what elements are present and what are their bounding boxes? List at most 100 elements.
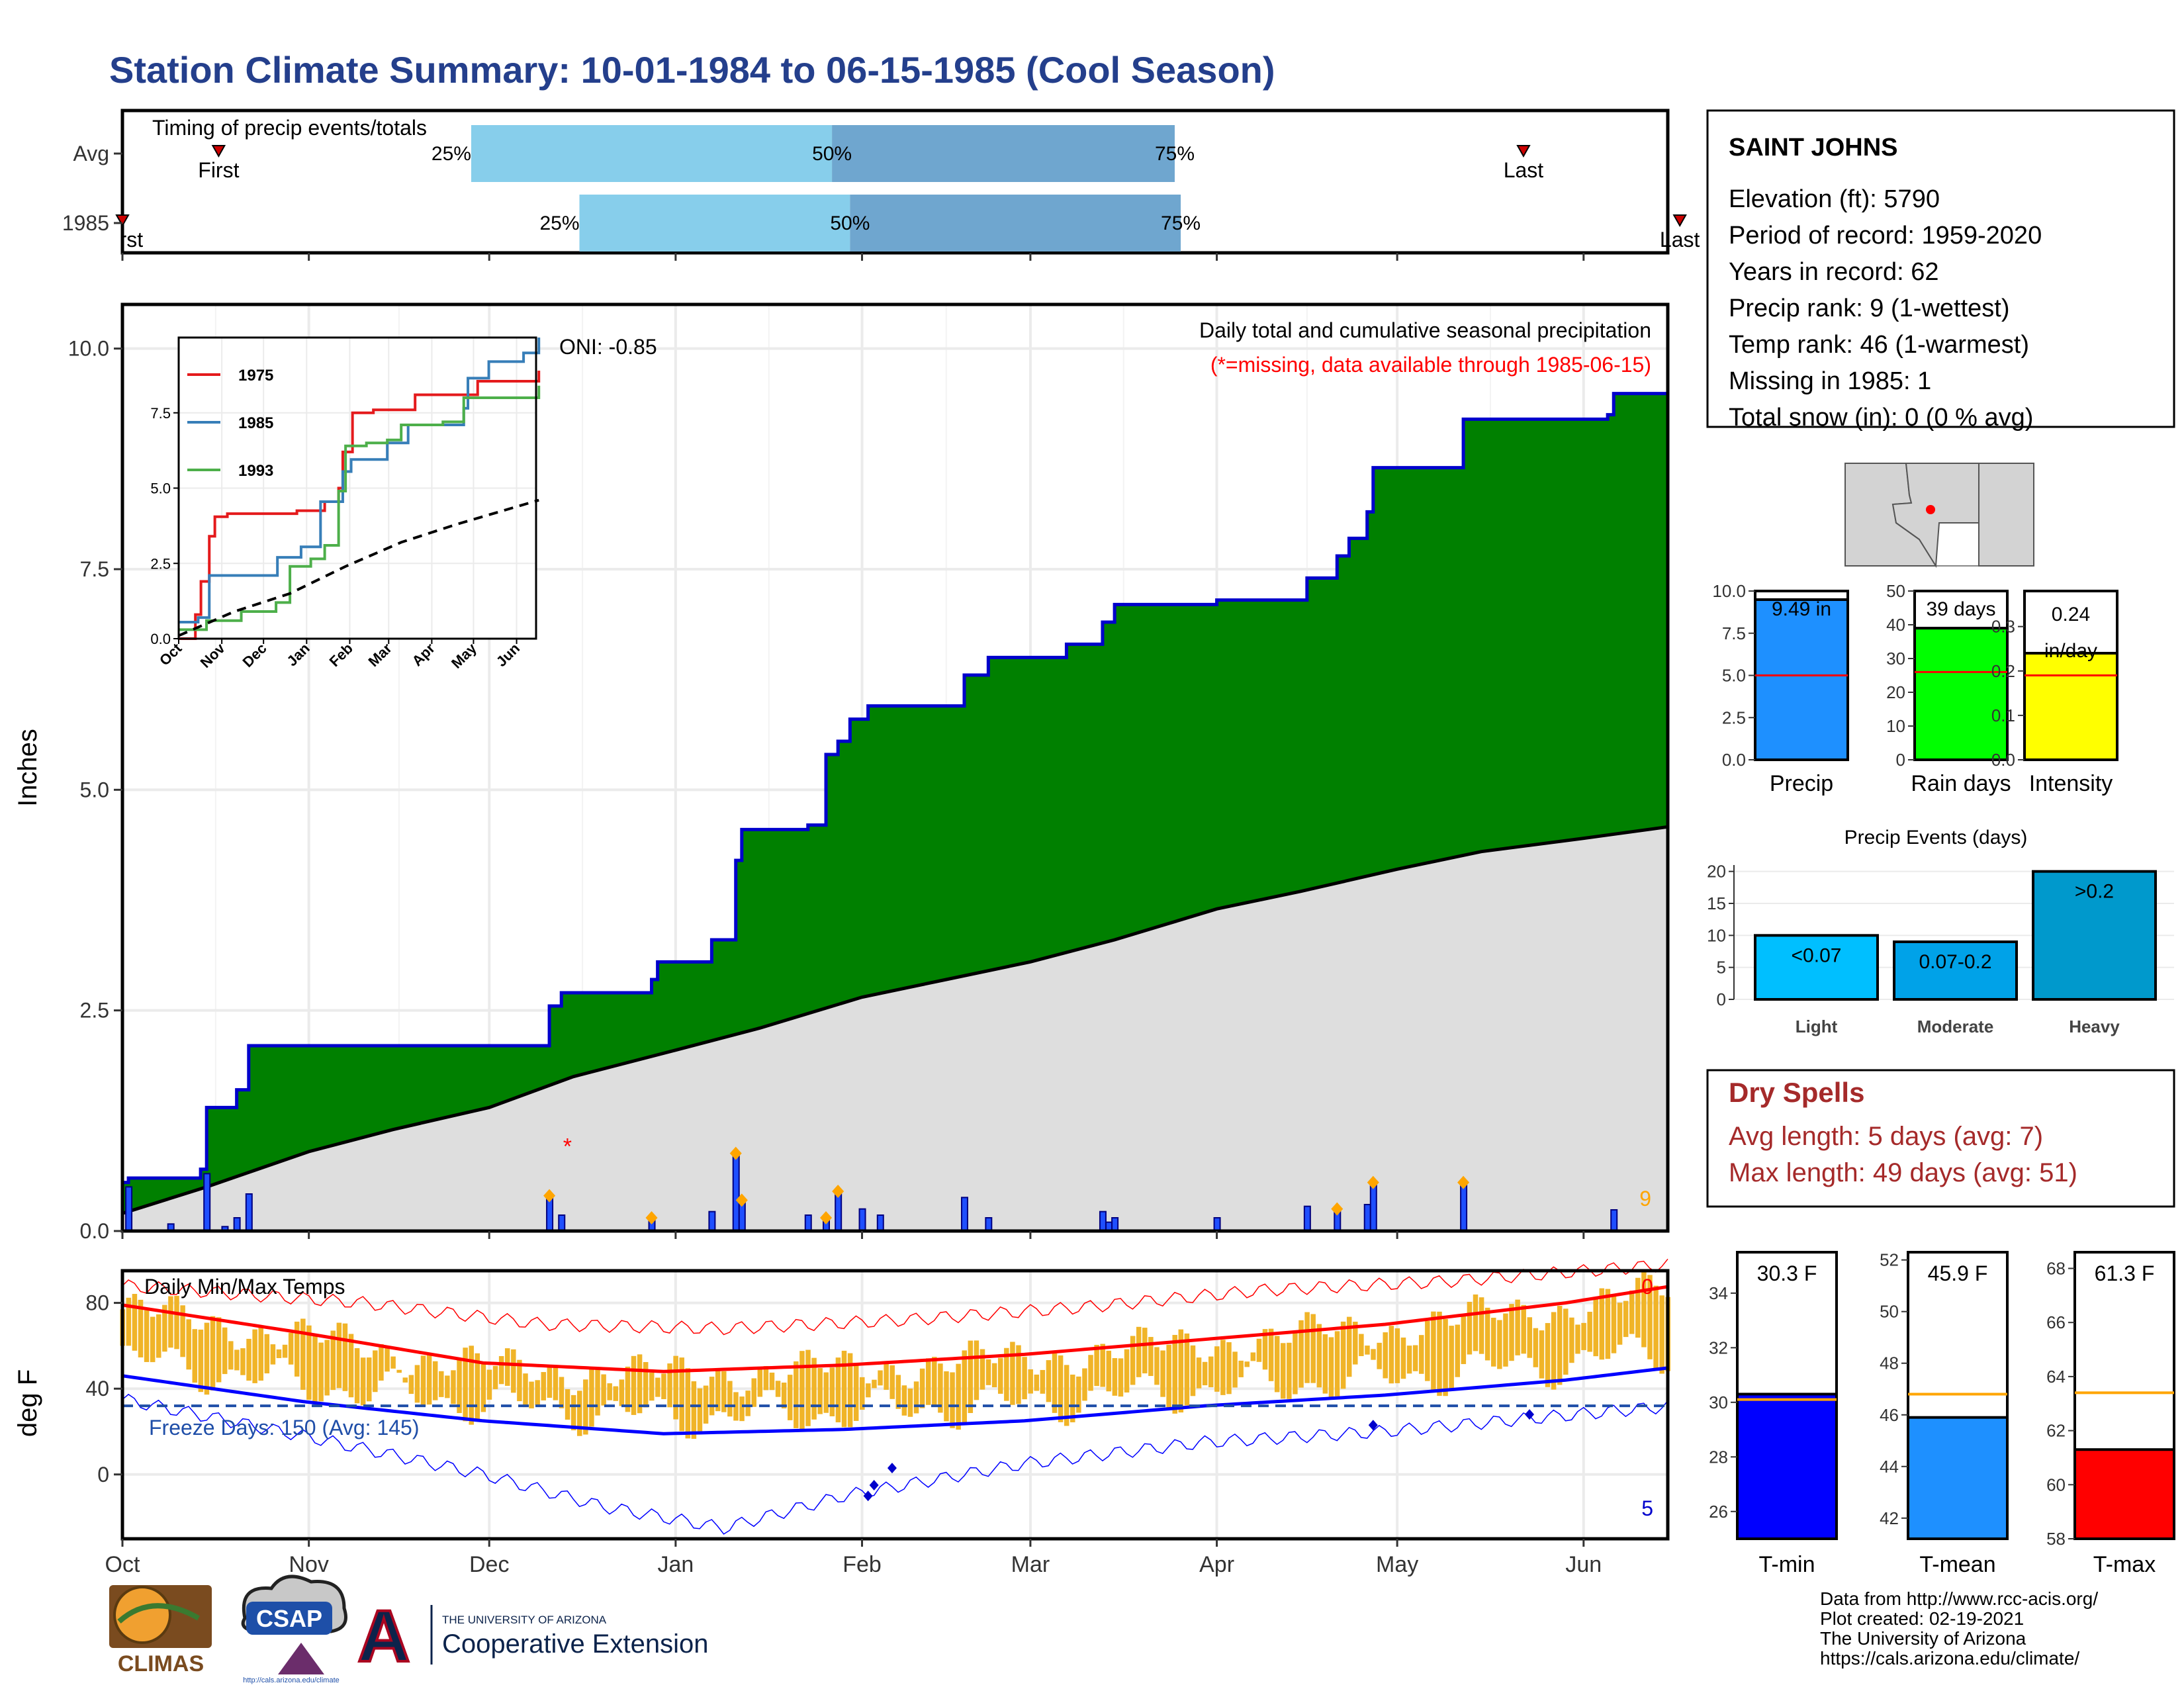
footer-credits: Data from http://www.rcc-acis.org/ Plot … bbox=[1820, 1588, 2098, 1668]
dry-spells-max: Max length: 49 days (avg: 51) bbox=[1729, 1158, 2077, 1187]
daily-temp-bar bbox=[1094, 1344, 1099, 1387]
daily-temp-bar bbox=[367, 1357, 372, 1402]
precip-event-bar-Heavy bbox=[2032, 870, 2157, 1001]
daily-temp-bar bbox=[1383, 1332, 1388, 1379]
daily-temp-bar bbox=[799, 1351, 805, 1430]
daily-temp-bar bbox=[180, 1305, 185, 1357]
daily-temp-bar bbox=[1106, 1350, 1112, 1392]
daily-temp-bar bbox=[974, 1340, 979, 1400]
timing-last-label-Avg: Last bbox=[1504, 158, 1544, 182]
temp-summary-bar-T-max bbox=[2073, 1448, 2175, 1540]
precip-y-tick-label: 10.0 bbox=[68, 337, 109, 361]
precip-event-category: Light bbox=[1796, 1017, 1838, 1036]
ua-logo-bottom-text: Cooperative Extension bbox=[442, 1629, 708, 1659]
daily-temp-bar bbox=[631, 1355, 637, 1415]
summary-bar-value-label: 0.24 bbox=[2052, 604, 2090, 625]
daily-temp-bar bbox=[439, 1371, 444, 1397]
temp-y-tick-label: 80 bbox=[85, 1291, 109, 1315]
inset-y-tick-label: 5.0 bbox=[150, 480, 171, 497]
station-location-marker bbox=[1926, 505, 1935, 514]
timing-bar-q25-q50-1985 bbox=[579, 195, 850, 251]
daily-precip-bar bbox=[732, 1152, 740, 1232]
daily-temp-bar bbox=[1394, 1328, 1400, 1383]
dry-spells-box: Dry Spells Avg length: 5 days (avg: 7) M… bbox=[1706, 1069, 2175, 1208]
timing-panel: Timing of precip events/totals 25% 50% 75%… bbox=[62, 109, 1700, 255]
temp-summary-y-tick-label: 42 bbox=[1880, 1508, 1899, 1528]
temp-summary-y-tick-label: 64 bbox=[2046, 1367, 2066, 1387]
daily-temp-bar bbox=[878, 1370, 883, 1386]
daily-temp-bar bbox=[300, 1318, 306, 1390]
daily-temp-bar bbox=[1214, 1346, 1220, 1392]
heavy-event-marker bbox=[820, 1211, 833, 1224]
daily-temp-bar bbox=[264, 1334, 270, 1374]
daily-temp-bar bbox=[1328, 1337, 1334, 1398]
summary-bar-y-tick-label: 20 bbox=[1886, 682, 1905, 702]
daily-temp-bar bbox=[1238, 1360, 1244, 1377]
daily-temp-bar bbox=[1274, 1336, 1280, 1393]
timing-label-p50-Avg: 50% bbox=[812, 143, 852, 165]
daily-temp-bar bbox=[1515, 1299, 1520, 1355]
summary-bar-Precip bbox=[1754, 598, 1849, 761]
temp-summary-y-tick-label: 52 bbox=[1880, 1250, 1899, 1270]
daily-temp-bar bbox=[1208, 1356, 1214, 1388]
precip-event-bar-Moderate bbox=[1893, 940, 2018, 1001]
daily-temp-bar bbox=[1052, 1353, 1058, 1413]
daily-temp-bar bbox=[1635, 1277, 1641, 1338]
daily-temp-bar bbox=[661, 1373, 666, 1400]
summary-bar-Rain days bbox=[1913, 627, 2009, 761]
partner-logos: CLIMAS CSAP http://cals.arizona.edu/clim… bbox=[109, 1575, 708, 1684]
daily-temp-bar bbox=[535, 1380, 540, 1406]
daily-temp-bar bbox=[1346, 1316, 1352, 1377]
daily-temp-bar bbox=[541, 1372, 546, 1400]
climas-swoosh-icon bbox=[117, 1603, 200, 1624]
record-low-marker bbox=[1368, 1420, 1378, 1431]
daily-temp-bar bbox=[715, 1369, 721, 1412]
daily-temp-bar bbox=[1262, 1329, 1268, 1370]
precip-events-y-tick-label: 20 bbox=[1707, 862, 1726, 882]
daily-precip-bar bbox=[203, 1173, 211, 1232]
summary-bar-value-unit: in/day bbox=[2044, 640, 2097, 662]
daily-temp-bar bbox=[781, 1383, 787, 1409]
daily-temp-bar bbox=[1130, 1336, 1136, 1385]
daily-temp-bar bbox=[318, 1342, 324, 1402]
daily-temp-bar bbox=[1371, 1349, 1376, 1360]
daily-temp-bar bbox=[457, 1358, 462, 1414]
daily-temp-bar bbox=[950, 1372, 955, 1428]
daily-temp-bar bbox=[156, 1314, 161, 1358]
daily-temp-bar bbox=[691, 1381, 697, 1439]
ua-logo-top-text: THE UNIVERSITY OF ARIZONA bbox=[442, 1614, 607, 1626]
daily-temp-bar bbox=[529, 1381, 534, 1408]
station-detail-line: Precip rank: 9 (1-wettest) bbox=[1729, 295, 2009, 322]
temp-summary-value-label: 30.3 F bbox=[1757, 1261, 1817, 1285]
cumulative-1985-line bbox=[122, 392, 1668, 1185]
timing-bar-q25-q50-Avg bbox=[471, 125, 833, 182]
daily-temp-bar bbox=[968, 1340, 974, 1413]
precip-event-bar-label: <0.07 bbox=[1792, 944, 1842, 966]
timing-row-label-Avg: Avg bbox=[73, 142, 109, 165]
daily-temp-bar bbox=[486, 1369, 492, 1400]
daily-temp-bar bbox=[1581, 1322, 1586, 1350]
daily-temp-bar bbox=[511, 1349, 516, 1393]
precip-events-title: Precip Events (days) bbox=[1844, 827, 2028, 848]
daily-temp-bar bbox=[805, 1349, 811, 1426]
daily-temp-bar bbox=[204, 1322, 210, 1395]
daily-temp-bar bbox=[835, 1357, 841, 1423]
daily-precip-bar bbox=[125, 1186, 133, 1232]
inset-y-tick-label: 7.5 bbox=[150, 405, 171, 422]
climas-logo: CLIMAS bbox=[109, 1585, 212, 1676]
climas-sun-icon bbox=[113, 1586, 171, 1644]
record-max-line bbox=[122, 1258, 1668, 1336]
inset-series-lines bbox=[178, 338, 541, 640]
daily-temp-bar bbox=[1304, 1312, 1310, 1383]
precip-chart-title: Daily total and cumulative seasonal prec… bbox=[1199, 318, 1651, 342]
daily-temp-bar bbox=[985, 1359, 991, 1385]
daily-temp-bar bbox=[1316, 1324, 1322, 1388]
footer-line-1: Data from http://www.rcc-acis.org/ bbox=[1820, 1588, 2098, 1609]
daily-temp-bar bbox=[1022, 1357, 1027, 1400]
temp-summary-y-tick-label: 30 bbox=[1709, 1393, 1728, 1412]
daily-temp-bar bbox=[342, 1323, 348, 1391]
daily-temp-bar bbox=[480, 1364, 486, 1412]
daily-temp-bar bbox=[1533, 1328, 1539, 1367]
daily-temp-bar bbox=[583, 1379, 588, 1435]
daily-temp-bar bbox=[1569, 1317, 1574, 1363]
